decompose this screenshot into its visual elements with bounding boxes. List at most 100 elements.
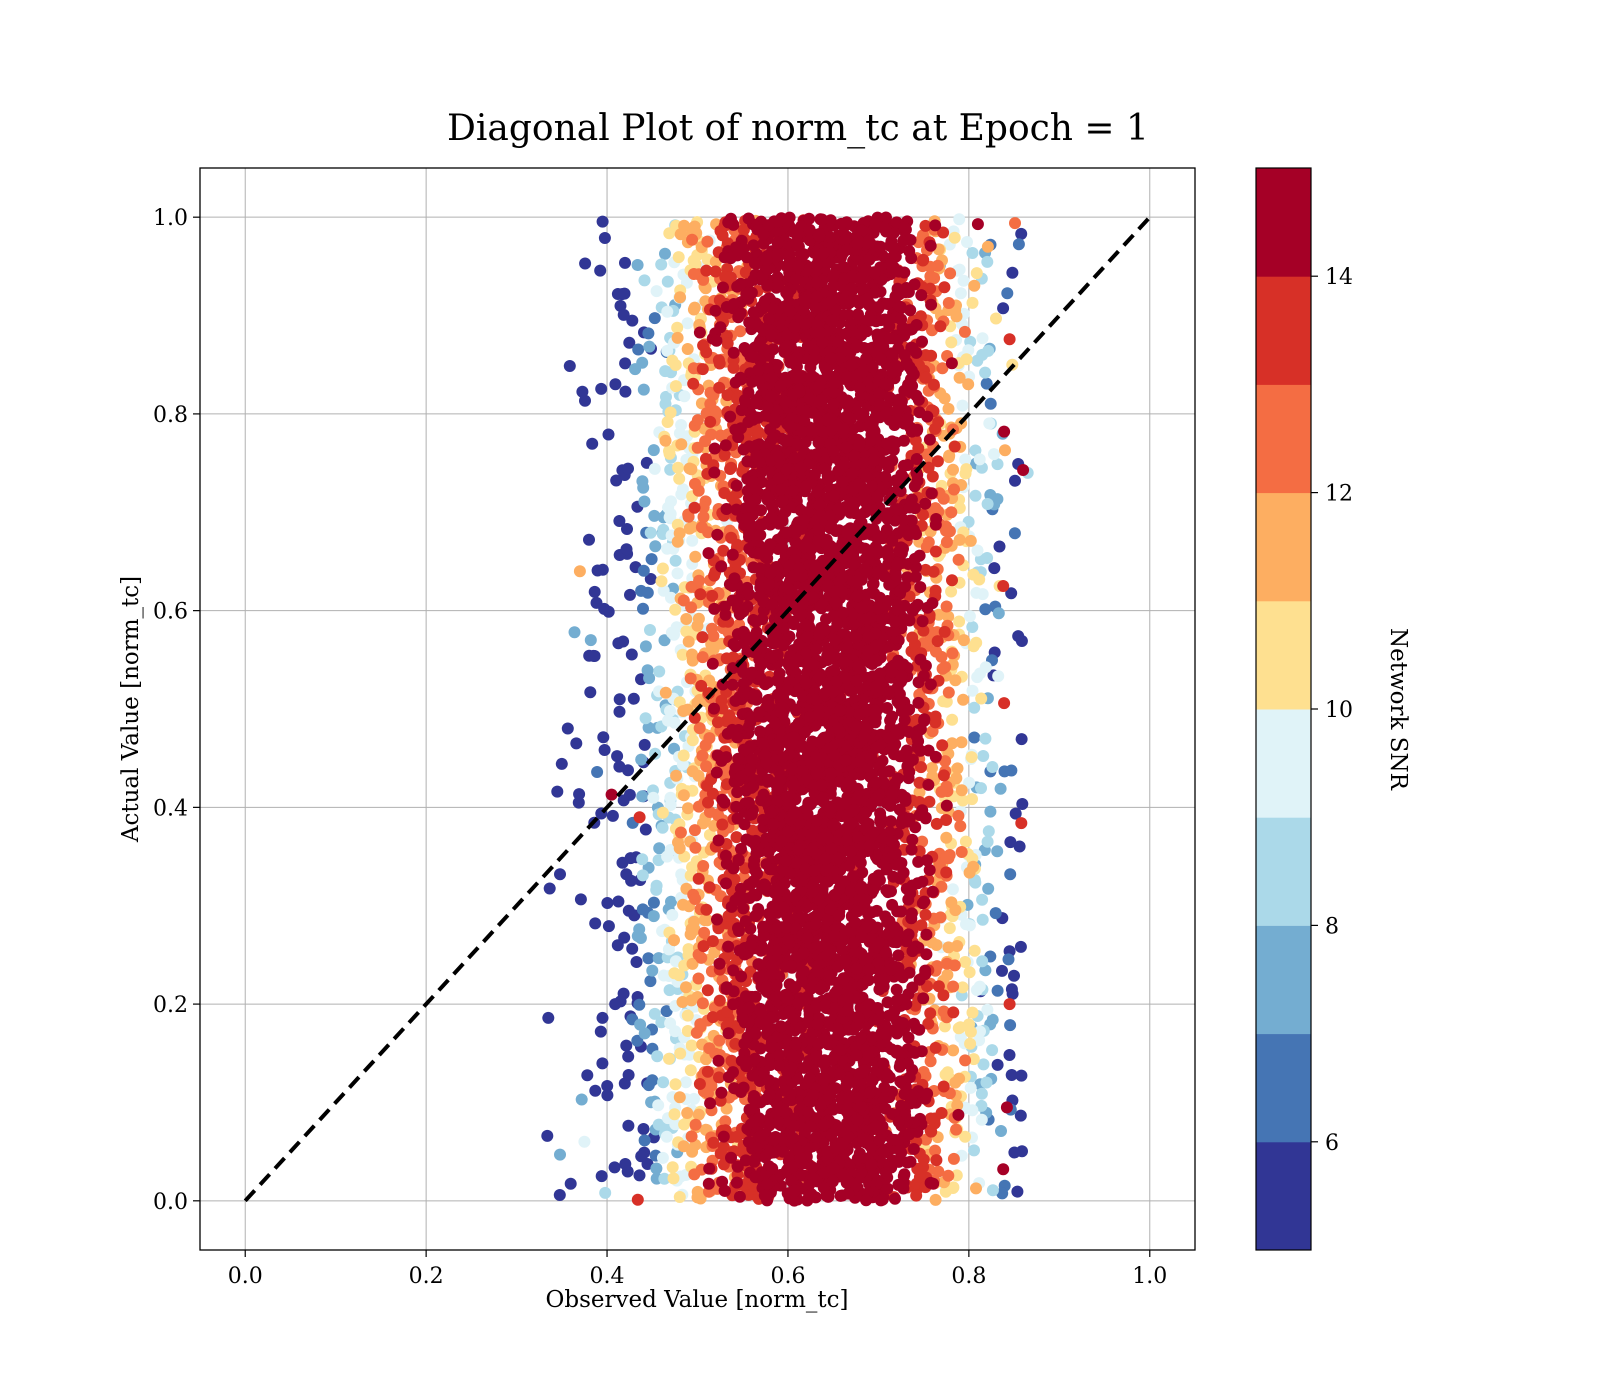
scatter-point [941,968,954,981]
scatter-point [936,662,949,675]
scatter-point [594,1025,607,1038]
scatter-point [706,935,719,948]
scatter-point [659,434,672,447]
scatter-point [647,791,660,804]
scatter-point [929,710,942,723]
scatter-point [906,945,919,958]
scatter-point [1006,987,1019,1000]
scatter-point [991,1058,1004,1071]
scatter-point [937,769,950,782]
scatter-point [599,1186,612,1199]
scatter-point [611,939,624,952]
scatter-point [652,1118,665,1131]
scatter-point [925,1125,938,1138]
scatter-point [952,1022,965,1035]
scatter-point [697,817,709,830]
scatter-point [940,524,952,537]
scatter-point [693,722,706,735]
scatter-point [947,1006,960,1019]
scatter-point [633,1169,646,1182]
scatter-point [584,634,597,647]
scatter-point [661,305,674,318]
scatter-point [932,608,945,621]
scatter-point [976,913,989,926]
scatter-point [688,1168,701,1181]
scatter-point [633,923,646,936]
scatter-point [934,320,947,333]
scatter-point [644,624,656,636]
scatter-point [912,676,925,689]
scatter-point [1001,287,1014,300]
scatter-point [1013,840,1026,853]
scatter-point [698,926,711,939]
scatter-point [617,794,630,807]
scatter-point [715,1086,728,1099]
scatter-point [653,665,666,678]
scatter-point [700,903,713,916]
scatter-point [945,336,958,349]
scatter-point [996,1187,1009,1200]
scatter-point [590,596,603,609]
scatter-point [1005,587,1018,600]
scatter-point [664,843,677,856]
scatter-point [942,402,955,415]
scatter-point [680,613,693,625]
scatter-point [630,956,643,968]
scatter-point [657,1076,670,1089]
scatter-point [673,472,686,485]
scatter-point [889,1192,901,1205]
scatter-point [687,254,700,267]
scatter-point [715,754,728,767]
scatter-point [598,744,611,756]
scatter-point [695,521,708,534]
scatter-point [988,448,1000,461]
scatter-point [1002,953,1015,966]
scatter-point [748,257,761,270]
scatter-point [725,531,738,544]
scatter-point [636,869,649,882]
scatter-point [996,964,1008,977]
scatter-point [980,377,993,390]
scatter-point [563,360,576,372]
scatter-point [720,877,732,890]
scatter-point [932,416,945,429]
scatter-point [663,1052,675,1065]
scatter-point [949,674,962,687]
scatter-point [686,654,699,667]
scatter-point [602,605,615,618]
scatter-point [670,621,683,634]
scatter-point [920,371,932,384]
scatter-point [596,1057,609,1070]
scatter-point [671,331,684,344]
scatter-point [631,1034,644,1047]
scatter-point [968,279,981,292]
scatter-point [668,934,680,947]
scatter-point [648,509,661,522]
scatter-point [696,651,709,664]
scatter-point [725,461,738,474]
scatter-point [922,778,935,791]
scatter-point [925,298,938,311]
scatter-point [724,410,737,423]
scatter-point [1014,1109,1027,1122]
scatter-point [737,443,750,456]
scatter-point [619,357,632,370]
scatter-point [942,610,955,623]
scatter-point [666,909,679,921]
scatter-point [997,1163,1010,1176]
scatter-point [704,398,717,410]
scatter-point [676,758,689,771]
scatter-point [591,564,604,577]
scatter-point [608,1161,621,1174]
scatter-point [952,553,965,566]
scatter-point [924,1176,937,1189]
scatter-point [591,766,604,778]
scatter-point [952,809,965,822]
scatter-point [697,339,710,352]
scatter-point [924,1055,937,1068]
scatter-point [553,1189,566,1201]
scatter-point [688,301,701,314]
scatter-point [671,321,684,334]
scatter-point [619,385,632,398]
